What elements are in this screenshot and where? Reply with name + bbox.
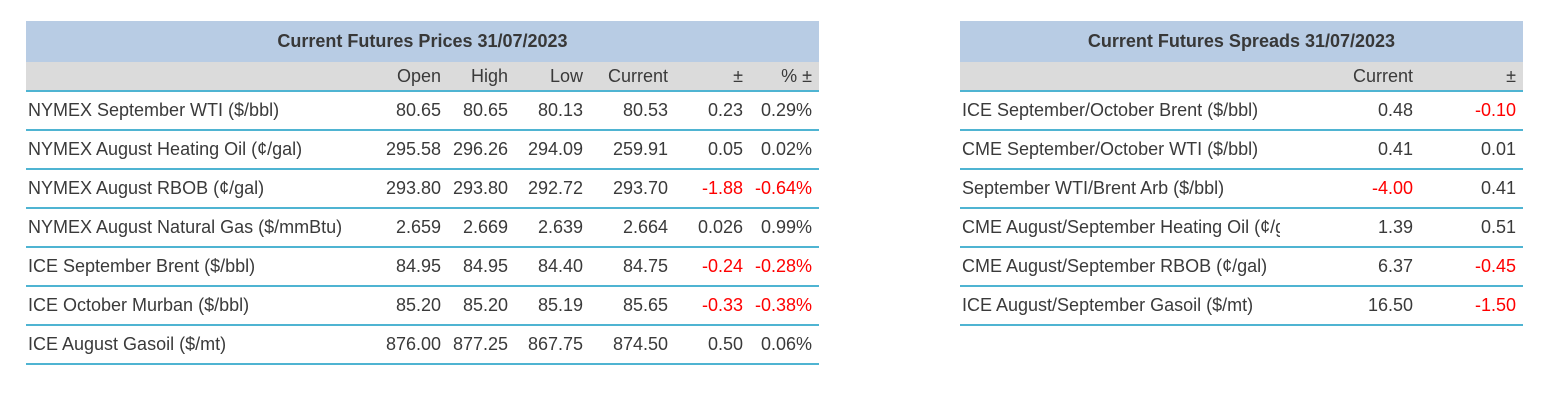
spreads-header-row: Current ± <box>960 62 1523 92</box>
spread-label: CME August/September Heating Oil (¢/gal) <box>960 208 1280 248</box>
spreads-header-change: ± <box>1420 62 1523 92</box>
change-value: 0.50 <box>675 325 750 365</box>
prices-header-pct-change: % ± <box>750 62 819 92</box>
low-value: 292.72 <box>515 169 590 209</box>
current-value: 0.41 <box>1280 130 1420 170</box>
futures-prices-table: Current Futures Prices 31/07/2023 Open H… <box>26 21 819 365</box>
instrument-label: NYMEX September WTI ($/bbl) <box>26 91 386 131</box>
table-row: NYMEX September WTI ($/bbl) 80.65 80.65 … <box>26 91 819 131</box>
table-row: CME September/October WTI ($/bbl) 0.41 0… <box>960 130 1523 170</box>
instrument-label: ICE August Gasoil ($/mt) <box>26 325 386 365</box>
spread-label: CME September/October WTI ($/bbl) <box>960 130 1280 170</box>
table-row: NYMEX August Natural Gas ($/mmBtu) 2.659… <box>26 208 819 248</box>
open-value: 2.659 <box>386 208 448 248</box>
high-value: 85.20 <box>448 286 515 326</box>
pct-change-value: 0.99% <box>750 208 819 248</box>
current-value: 85.65 <box>590 286 675 326</box>
low-value: 84.40 <box>515 247 590 287</box>
table-row: ICE October Murban ($/bbl) 85.20 85.20 8… <box>26 286 819 326</box>
low-value: 294.09 <box>515 130 590 170</box>
spreads-header-current: Current <box>1280 62 1420 92</box>
pct-change-value: 0.02% <box>750 130 819 170</box>
futures-spreads-table: Current Futures Spreads 31/07/2023 Curre… <box>960 21 1523 326</box>
low-value: 85.19 <box>515 286 590 326</box>
low-value: 2.639 <box>515 208 590 248</box>
instrument-label: NYMEX August RBOB (¢/gal) <box>26 169 386 209</box>
pct-change-value: 0.29% <box>750 91 819 131</box>
current-value: -4.00 <box>1280 169 1420 209</box>
current-value: 0.48 <box>1280 91 1420 131</box>
change-value: -0.33 <box>675 286 750 326</box>
spread-label: CME August/September RBOB (¢/gal) <box>960 247 1280 287</box>
table-row: NYMEX August RBOB (¢/gal) 293.80 293.80 … <box>26 169 819 209</box>
instrument-label: NYMEX August Natural Gas ($/mmBtu) <box>26 208 386 248</box>
instrument-label: ICE October Murban ($/bbl) <box>26 286 386 326</box>
change-value: 0.01 <box>1420 130 1523 170</box>
open-value: 80.65 <box>386 91 448 131</box>
table-row: CME August/September RBOB (¢/gal) 6.37 -… <box>960 247 1523 287</box>
prices-header-change: ± <box>675 62 750 92</box>
change-value: -0.10 <box>1420 91 1523 131</box>
spreads-table-grid: Current ± ICE September/October Brent ($… <box>960 62 1523 326</box>
change-value: -0.24 <box>675 247 750 287</box>
prices-table-title: Current Futures Prices 31/07/2023 <box>26 21 819 62</box>
open-value: 295.58 <box>386 130 448 170</box>
high-value: 293.80 <box>448 169 515 209</box>
change-value: 0.51 <box>1420 208 1523 248</box>
low-value: 80.13 <box>515 91 590 131</box>
change-value: -1.88 <box>675 169 750 209</box>
instrument-label: NYMEX August Heating Oil (¢/gal) <box>26 130 386 170</box>
table-row: ICE August/September Gasoil ($/mt) 16.50… <box>960 286 1523 326</box>
current-value: 6.37 <box>1280 247 1420 287</box>
prices-header-high: High <box>448 62 515 92</box>
table-row: ICE August Gasoil ($/mt) 876.00 877.25 8… <box>26 325 819 365</box>
spread-label: September WTI/Brent Arb ($/bbl) <box>960 169 1280 209</box>
prices-header-instrument <box>26 62 386 92</box>
pct-change-value: 0.06% <box>750 325 819 365</box>
high-value: 296.26 <box>448 130 515 170</box>
pct-change-value: -0.38% <box>750 286 819 326</box>
change-value: 0.41 <box>1420 169 1523 209</box>
open-value: 293.80 <box>386 169 448 209</box>
change-value: 0.23 <box>675 91 750 131</box>
open-value: 876.00 <box>386 325 448 365</box>
change-value: -0.45 <box>1420 247 1523 287</box>
spreads-header-instrument <box>960 62 1280 92</box>
table-row: CME August/September Heating Oil (¢/gal)… <box>960 208 1523 248</box>
change-value: 0.026 <box>675 208 750 248</box>
spreads-table-title: Current Futures Spreads 31/07/2023 <box>960 21 1523 62</box>
prices-header-open: Open <box>386 62 448 92</box>
spread-label: ICE September/October Brent ($/bbl) <box>960 91 1280 131</box>
current-value: 1.39 <box>1280 208 1420 248</box>
change-value: -1.50 <box>1420 286 1523 326</box>
table-row: ICE September Brent ($/bbl) 84.95 84.95 … <box>26 247 819 287</box>
prices-table-grid: Open High Low Current ± % ± NYMEX Septem… <box>26 62 819 365</box>
current-value: 293.70 <box>590 169 675 209</box>
pct-change-value: -0.64% <box>750 169 819 209</box>
current-value: 874.50 <box>590 325 675 365</box>
change-value: 0.05 <box>675 130 750 170</box>
prices-header-low: Low <box>515 62 590 92</box>
instrument-label: ICE September Brent ($/bbl) <box>26 247 386 287</box>
table-row: NYMEX August Heating Oil (¢/gal) 295.58 … <box>26 130 819 170</box>
prices-header-row: Open High Low Current ± % ± <box>26 62 819 92</box>
spread-label: ICE August/September Gasoil ($/mt) <box>960 286 1280 326</box>
open-value: 85.20 <box>386 286 448 326</box>
current-value: 2.664 <box>590 208 675 248</box>
high-value: 877.25 <box>448 325 515 365</box>
high-value: 84.95 <box>448 247 515 287</box>
low-value: 867.75 <box>515 325 590 365</box>
table-row: ICE September/October Brent ($/bbl) 0.48… <box>960 91 1523 131</box>
prices-header-current: Current <box>590 62 675 92</box>
current-value: 16.50 <box>1280 286 1420 326</box>
open-value: 84.95 <box>386 247 448 287</box>
high-value: 80.65 <box>448 91 515 131</box>
current-value: 259.91 <box>590 130 675 170</box>
pct-change-value: -0.28% <box>750 247 819 287</box>
table-row: September WTI/Brent Arb ($/bbl) -4.00 0.… <box>960 169 1523 209</box>
current-value: 84.75 <box>590 247 675 287</box>
high-value: 2.669 <box>448 208 515 248</box>
current-value: 80.53 <box>590 91 675 131</box>
